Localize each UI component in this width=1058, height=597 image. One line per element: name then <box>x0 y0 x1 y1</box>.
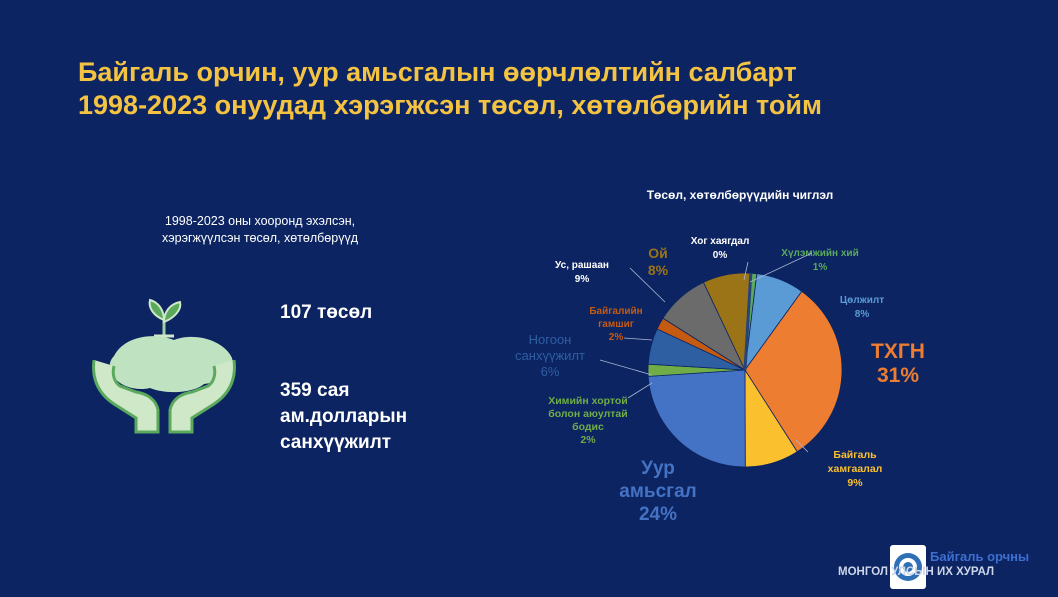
funding-amount: 359 сая ам.долларын санхүүжилт <box>280 378 470 456</box>
pie-slice-label: Ногоон санхүүжилт 6% <box>515 332 585 379</box>
leader-line <box>743 261 749 281</box>
chart-title: Төсөл, хөтөлбөрүүдийн чиглэл <box>646 188 834 202</box>
pie-slice-label: Хог хаягдал 0% <box>691 236 750 261</box>
funding-line-2: ам.долларын <box>280 406 408 427</box>
leader-line <box>795 439 809 453</box>
leader-line <box>627 382 653 399</box>
funding-line-3: санхүүжилт <box>280 432 392 453</box>
pie-slice <box>647 369 746 468</box>
pie-slice-label: Ой 8% <box>648 245 669 278</box>
title-line-2: 1998-2023 онуудад хэрэгжсэн төсөл, хөтөл… <box>78 90 822 120</box>
funding-line-1: 359 сая <box>280 380 350 401</box>
hands-holding-plant-icon <box>92 298 236 434</box>
footer-org-line-1: Байгаль орчны <box>930 549 1030 564</box>
pie-slice-label: Байгалийн гамшиг 2% <box>589 306 642 343</box>
leader-line <box>599 359 653 376</box>
pie-slice-label: Байгаль хамгаалал 9% <box>828 449 883 489</box>
title-line-1: Байгаль орчин, уур амьсгалын өөрчлөлтийн… <box>78 57 797 87</box>
pie-slice-label: Уур амьсгал 24% <box>619 458 696 525</box>
pie-slice-label: Ус, рашаан 9% <box>555 260 609 285</box>
leader-line <box>623 337 653 341</box>
leader-line <box>629 267 666 303</box>
pie-slice-label: Хүлэмжийн хий 1% <box>781 248 858 273</box>
pie-slice <box>743 273 753 371</box>
projects-count: 107 төсөл <box>280 302 373 323</box>
pie-slice-label: Цөлжилт 8% <box>840 295 884 320</box>
footer-org-line-2: МОНГОЛ УЛСЫН ИХ ХУРАЛ <box>838 566 995 578</box>
pie-slice <box>744 290 843 453</box>
leader-line <box>749 252 813 283</box>
projects-caption: 1998-2023 оны хооронд эхэлсэн, хэрэгжүүл… <box>110 213 410 247</box>
pie-slice-label: Химийн хортой болон аюултай бодис 2% <box>548 395 628 446</box>
caption-line-1: 1998-2023 оны хооронд эхэлсэн, <box>164 214 356 228</box>
caption-line-2: хэрэгжүүлсэн төсөл, хөтөлбөрүүд <box>162 231 358 245</box>
page-title: Байгаль орчин, уур амьсгалын өөрчлөлтийн… <box>78 56 1018 122</box>
pie-slice-label: ТХГН 31% <box>871 340 925 387</box>
parliament-logo <box>890 545 926 589</box>
